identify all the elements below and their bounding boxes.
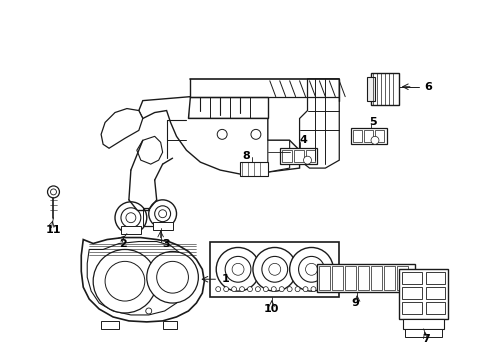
- Circle shape: [286, 287, 291, 292]
- Bar: [425, 272, 445, 284]
- Polygon shape: [87, 242, 188, 315]
- Circle shape: [154, 206, 170, 222]
- Circle shape: [224, 256, 250, 282]
- Circle shape: [105, 261, 144, 301]
- Circle shape: [279, 287, 284, 292]
- Circle shape: [215, 287, 220, 292]
- Text: 5: 5: [368, 117, 376, 127]
- Bar: [240, 162, 267, 176]
- Circle shape: [126, 213, 136, 223]
- Bar: [345, 266, 355, 290]
- Text: 11: 11: [45, 225, 61, 235]
- Text: 10: 10: [264, 304, 279, 314]
- Circle shape: [294, 287, 300, 292]
- Polygon shape: [137, 136, 163, 164]
- Bar: [121, 226, 141, 234]
- Circle shape: [158, 210, 166, 218]
- Circle shape: [318, 287, 323, 292]
- Bar: [305, 150, 315, 162]
- Bar: [332, 266, 343, 290]
- Bar: [357, 266, 368, 290]
- Circle shape: [223, 287, 228, 292]
- Text: 1: 1: [222, 274, 229, 284]
- Circle shape: [47, 186, 60, 198]
- Circle shape: [310, 287, 315, 292]
- Bar: [425, 287, 445, 299]
- Polygon shape: [267, 140, 289, 172]
- Text: 6: 6: [424, 82, 431, 92]
- Polygon shape: [81, 238, 204, 322]
- Circle shape: [303, 287, 307, 292]
- Circle shape: [239, 287, 244, 292]
- Bar: [370, 73, 398, 105]
- Text: 2: 2: [119, 239, 126, 248]
- Bar: [317, 264, 414, 292]
- Bar: [293, 150, 303, 162]
- Circle shape: [370, 136, 378, 144]
- Circle shape: [217, 129, 226, 139]
- Circle shape: [252, 247, 296, 291]
- Circle shape: [115, 202, 146, 234]
- Circle shape: [271, 287, 276, 292]
- Bar: [366, 77, 374, 100]
- Polygon shape: [139, 96, 299, 174]
- Bar: [425, 302, 445, 314]
- Circle shape: [231, 287, 236, 292]
- Circle shape: [303, 156, 311, 164]
- Polygon shape: [101, 109, 142, 148]
- Circle shape: [289, 247, 333, 291]
- Circle shape: [305, 264, 317, 275]
- Text: 8: 8: [242, 151, 249, 161]
- Bar: [396, 266, 407, 290]
- Bar: [129, 208, 156, 226]
- Bar: [188, 96, 267, 118]
- Text: 7: 7: [422, 334, 429, 344]
- Circle shape: [250, 129, 260, 139]
- Circle shape: [156, 261, 188, 293]
- Bar: [401, 302, 421, 314]
- Circle shape: [216, 247, 259, 291]
- Bar: [210, 242, 339, 297]
- Polygon shape: [299, 79, 339, 168]
- Bar: [374, 130, 383, 142]
- Bar: [281, 150, 291, 162]
- Bar: [370, 266, 381, 290]
- Bar: [319, 266, 330, 290]
- Circle shape: [146, 251, 198, 303]
- Circle shape: [326, 287, 331, 292]
- Text: 4: 4: [299, 135, 307, 145]
- Text: 9: 9: [350, 298, 358, 308]
- Bar: [364, 130, 372, 142]
- Bar: [101, 321, 119, 329]
- Circle shape: [298, 256, 324, 282]
- Circle shape: [121, 208, 141, 228]
- Bar: [401, 287, 421, 299]
- Text: 3: 3: [163, 239, 170, 248]
- Circle shape: [268, 264, 280, 275]
- Circle shape: [247, 287, 252, 292]
- Circle shape: [93, 249, 156, 313]
- Circle shape: [50, 189, 56, 195]
- Circle shape: [262, 256, 287, 282]
- Circle shape: [255, 287, 260, 292]
- Bar: [152, 222, 172, 230]
- Bar: [402, 319, 444, 329]
- Bar: [383, 266, 394, 290]
- Bar: [279, 148, 317, 164]
- Circle shape: [263, 287, 268, 292]
- Bar: [404, 329, 442, 337]
- Circle shape: [148, 200, 176, 228]
- Bar: [350, 129, 386, 144]
- Bar: [398, 269, 447, 319]
- Bar: [352, 130, 361, 142]
- Bar: [401, 272, 421, 284]
- Circle shape: [232, 264, 244, 275]
- Circle shape: [145, 308, 151, 314]
- Bar: [163, 321, 176, 329]
